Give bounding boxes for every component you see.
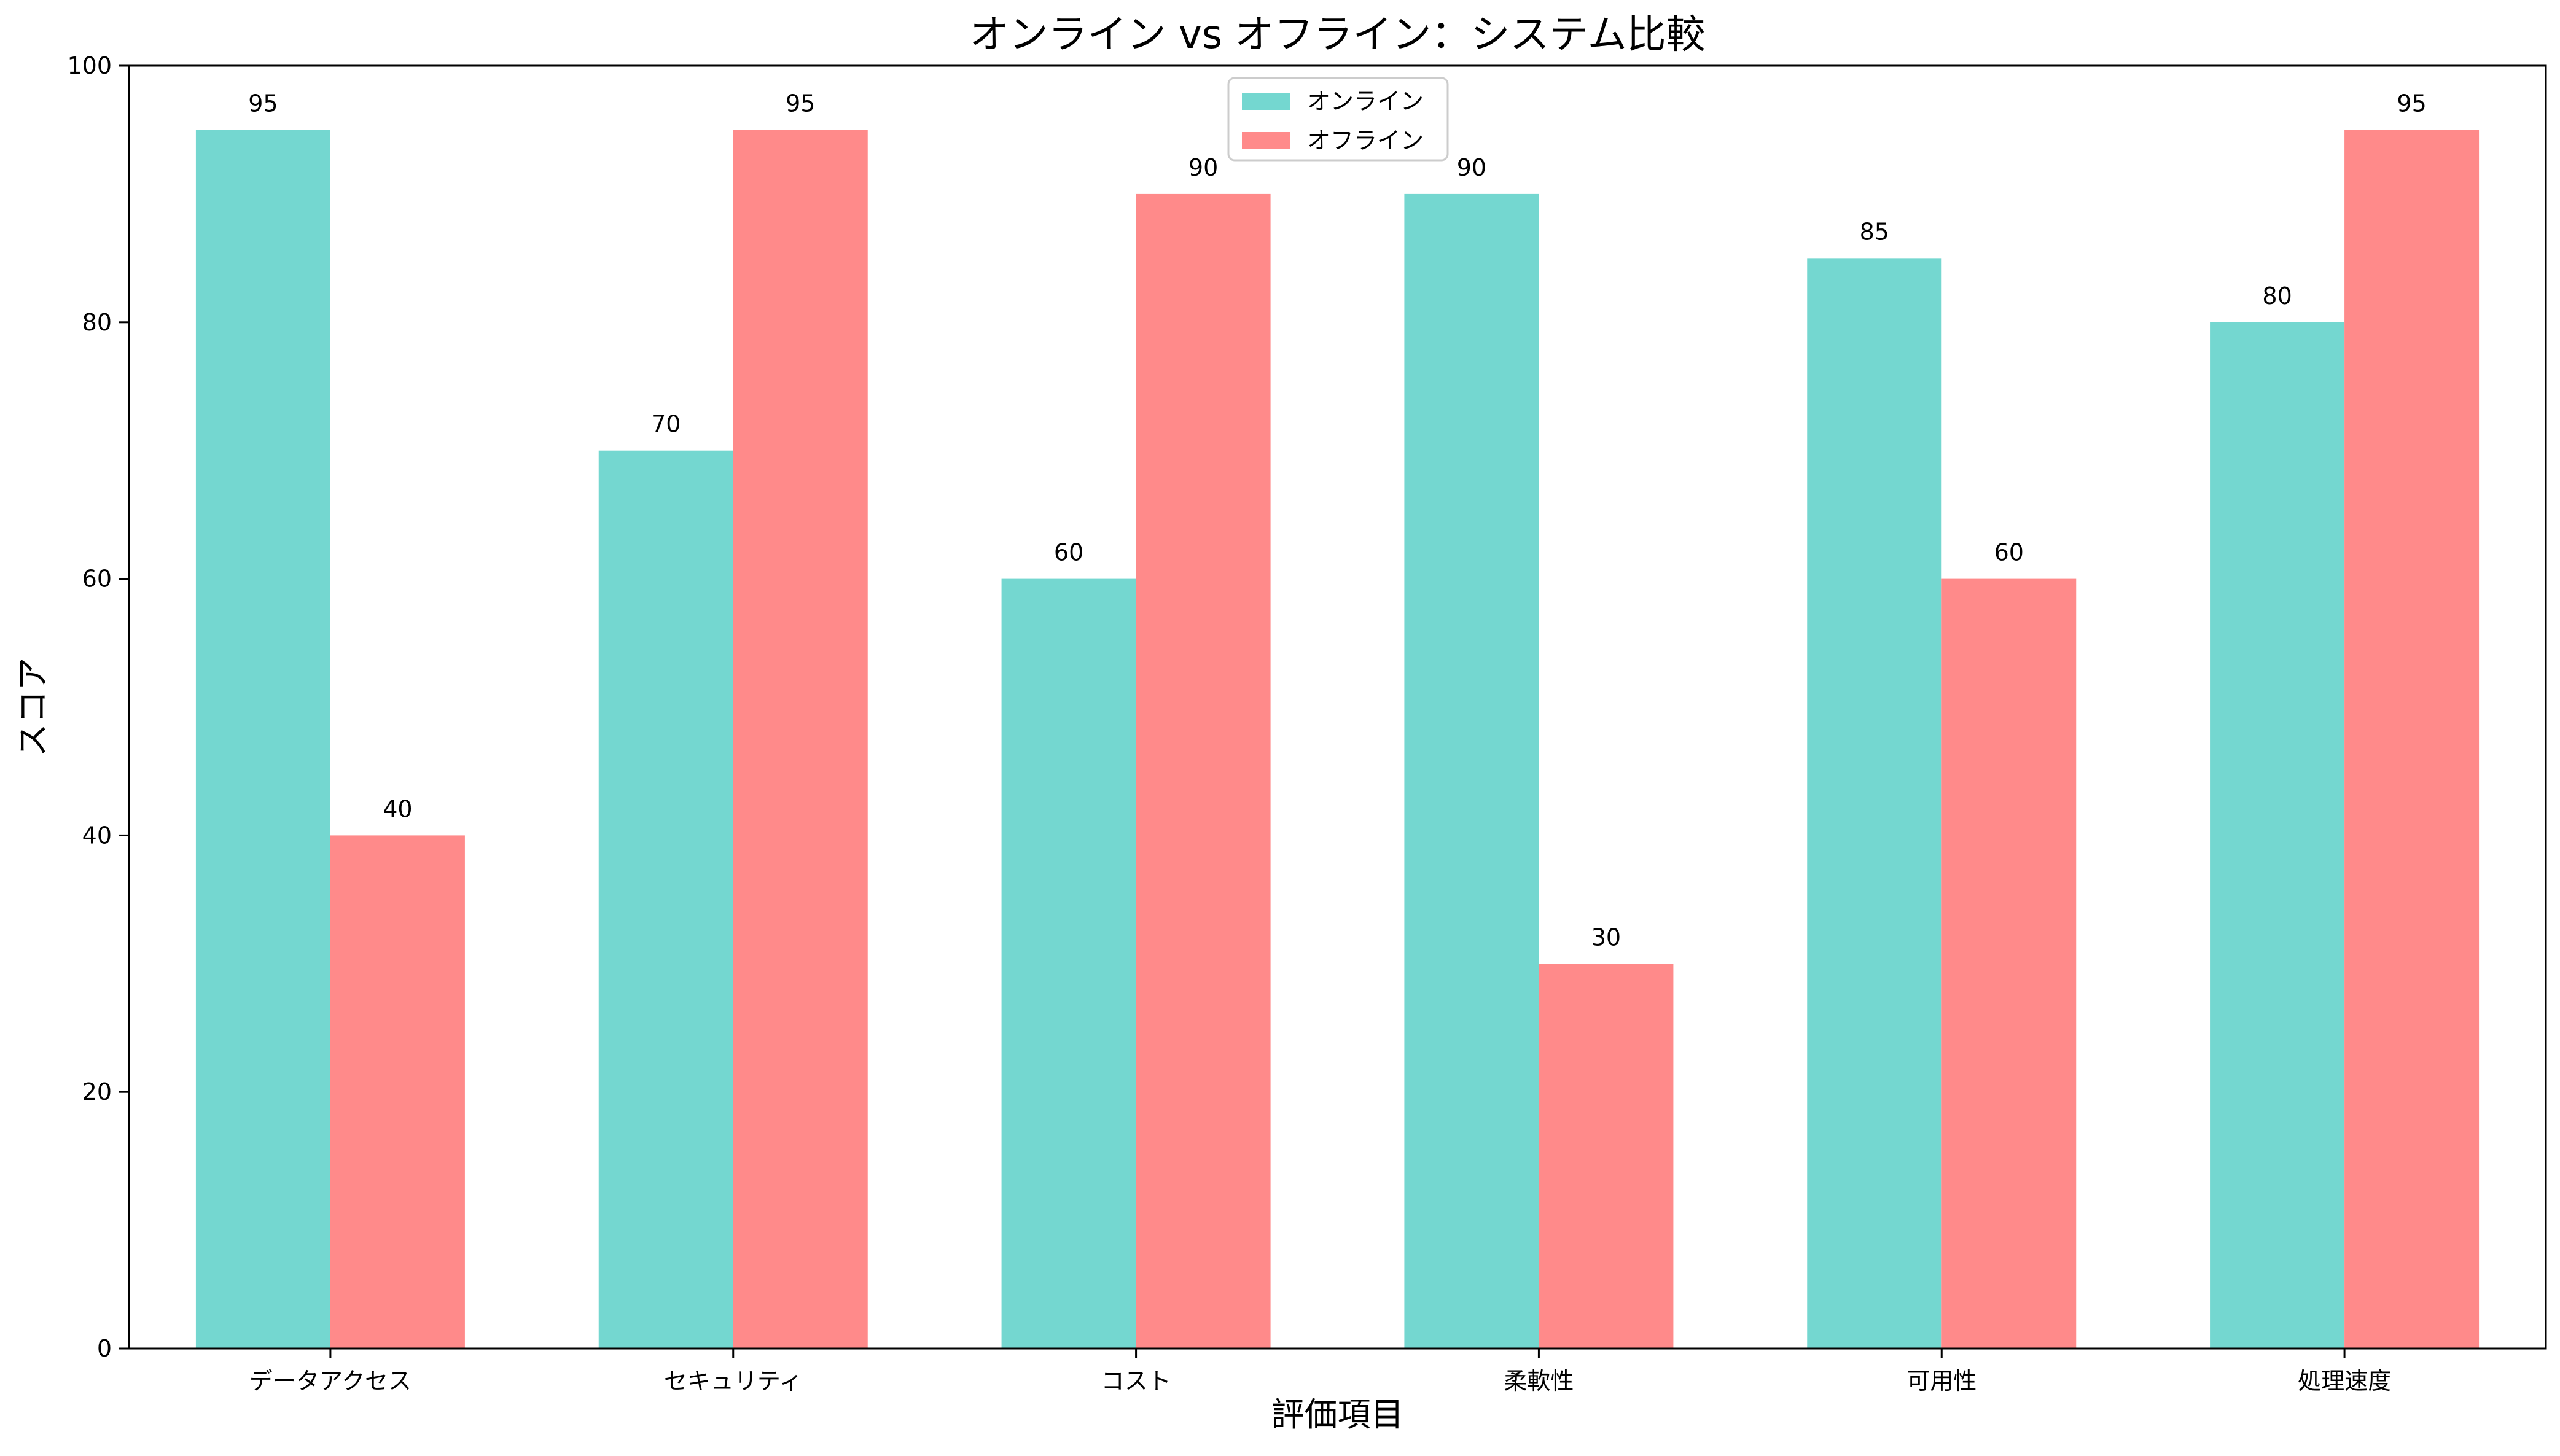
y-tick-label: 40 [82,822,112,849]
y-tick-label: 20 [82,1078,112,1105]
x-tick-label: セキュリティ [664,1368,803,1395]
bar-offline-1 [733,130,868,1349]
y-tick-label: 60 [82,566,112,593]
bar-offline-0 [330,835,465,1349]
chart-title: オンライン vs オフライン：システム比較 [970,12,1706,58]
bar-online-0 [195,130,330,1349]
data-label-online-3: 90 [1457,154,1486,181]
y-axis-title: スコア [14,658,52,757]
bar-offline-4 [1941,578,2077,1349]
data-label-offline-1: 95 [786,90,815,117]
bar-online-3 [1404,193,1539,1349]
data-label-online-2: 60 [1054,539,1083,566]
bar-offline-2 [1136,193,1271,1349]
y-tick-label: 80 [82,309,112,336]
y-tick-label: 0 [97,1335,112,1362]
x-tick-label: コスト [1101,1368,1171,1395]
x-axis-title: 評価項目 [1271,1395,1404,1434]
data-label-online-4: 85 [1860,218,1889,245]
bar-offline-3 [1539,964,1674,1349]
y-axis: 0 20 40 60 80 100 [67,52,129,1362]
legend-swatch-online [1242,93,1290,110]
x-tick-label: 処理速度 [2298,1368,2391,1395]
x-axis: データアクセス セキュリティ コスト 柔軟性 可用性 処理速度 [249,1349,2391,1395]
x-tick-label: 柔軟性 [1504,1368,1574,1395]
x-tick-label: データアクセス [249,1368,412,1395]
bars-layer [195,130,2480,1349]
plot-area-frame [128,64,2547,1350]
data-label-offline-0: 40 [383,795,412,822]
bar-offline-5 [2344,130,2480,1349]
data-labels-layer: 95 40 70 95 60 90 90 30 85 60 80 95 [248,90,2427,951]
bar-online-1 [598,450,733,1349]
data-label-online-1: 70 [651,411,681,438]
x-tick-label: 可用性 [1906,1368,1977,1395]
y-tick-label: 100 [67,52,112,79]
data-label-online-0: 95 [248,90,278,117]
bar-online-4 [1807,258,1942,1349]
data-label-offline-3: 30 [1591,924,1621,951]
bar-online-2 [1001,578,1136,1349]
data-label-offline-5: 95 [2397,90,2426,117]
legend-label-online: オンライン [1307,88,1424,115]
legend-label-offline: オフライン [1307,127,1424,154]
bar-online-5 [2210,322,2345,1349]
data-label-online-5: 80 [2262,282,2292,309]
data-label-offline-2: 90 [1188,154,1218,181]
data-label-offline-4: 60 [1994,539,2024,566]
legend-swatch-offline [1242,132,1290,149]
